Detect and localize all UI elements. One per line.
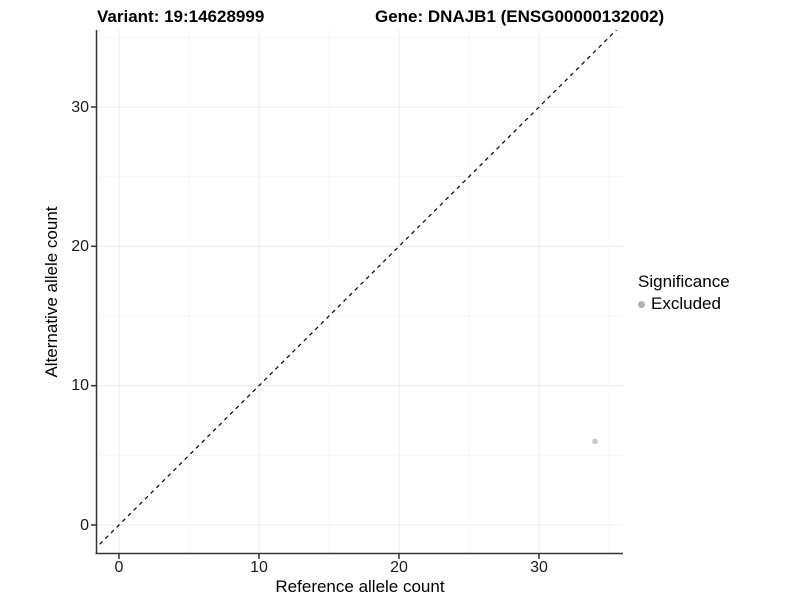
y-axis-title: Alternative allele count: [42, 206, 61, 378]
legend: Significance Excluded: [638, 271, 730, 314]
y-tick-label: 10: [71, 377, 89, 395]
y-tick-label: 20: [71, 237, 89, 255]
x-tick-label: 20: [390, 559, 408, 576]
data-point: [592, 438, 598, 445]
identity-reference-line: [97, 30, 618, 548]
legend-title: Significance: [638, 272, 730, 291]
legend-point-icon: [638, 300, 645, 308]
x-tick-label: 0: [114, 559, 124, 576]
legend-item-excluded: Excluded: [638, 294, 730, 314]
y-tick-label: 0: [80, 516, 89, 534]
y-tick-label: 30: [71, 98, 89, 116]
x-tick-label: 10: [250, 559, 268, 576]
x-tick-label: 30: [530, 559, 548, 576]
x-axis-title: Reference allele count: [275, 577, 445, 596]
legend-item-label: Excluded: [651, 294, 721, 313]
variant-title: Variant: 19:14628999: [97, 7, 265, 26]
gene-title: Gene: DNAJB1 (ENSG00000132002): [375, 7, 665, 26]
